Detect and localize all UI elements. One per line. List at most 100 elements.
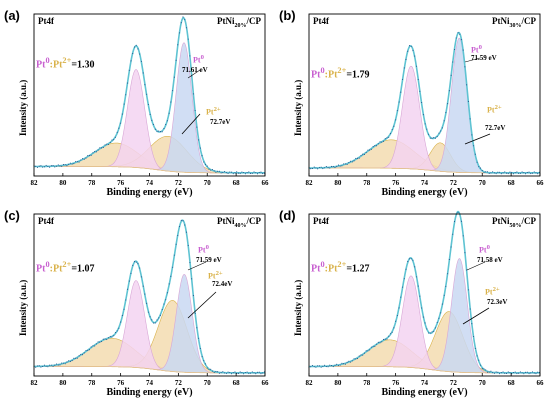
pt0-leader-line <box>464 57 481 63</box>
y-axis-label: Intensity (a.u.) <box>293 279 303 336</box>
data-point <box>453 49 456 51</box>
data-point <box>151 319 153 321</box>
data-point <box>38 165 40 167</box>
data-point <box>464 252 466 254</box>
data-point <box>382 338 385 340</box>
data-point <box>132 53 134 55</box>
ratio-pt2-sup: 2+ <box>337 260 347 269</box>
x-tick-label: 80 <box>59 379 67 387</box>
x-tick-label: 74 <box>421 179 429 187</box>
data-point <box>80 353 82 355</box>
x-axis-label: Binding energy (eV) <box>381 387 468 398</box>
x-tick-label: 76 <box>117 379 125 387</box>
data-point <box>224 170 226 173</box>
data-point <box>222 371 224 373</box>
data-point <box>133 46 136 48</box>
data-point <box>199 147 201 149</box>
data-point <box>372 345 374 347</box>
data-point <box>184 19 186 21</box>
data-point <box>469 118 471 120</box>
data-point <box>497 171 499 173</box>
data-point <box>57 164 59 166</box>
data-point <box>526 171 528 174</box>
data-point <box>147 311 149 313</box>
data-point <box>185 231 188 233</box>
data-point <box>161 131 163 133</box>
data-point <box>393 125 395 127</box>
data-point <box>49 364 51 366</box>
data-point <box>379 342 381 344</box>
data-point <box>412 259 414 261</box>
data-point <box>481 368 483 370</box>
data-point <box>211 168 213 171</box>
pt2-leader-line <box>181 113 201 135</box>
data-point <box>175 59 177 61</box>
data-point <box>101 341 103 343</box>
data-point <box>172 266 174 268</box>
data-point <box>356 358 359 360</box>
data-point <box>107 143 110 146</box>
ratio-pt2-sup: 2+ <box>62 56 72 65</box>
data-point <box>248 373 250 375</box>
data-point <box>225 372 227 375</box>
data-point <box>512 173 514 175</box>
pt0-sup: 0 <box>205 244 209 251</box>
data-point <box>533 171 535 173</box>
data-point <box>159 314 162 316</box>
data-point <box>363 153 365 156</box>
pt2-sup: 2+ <box>215 270 223 277</box>
data-point <box>215 370 217 372</box>
data-point <box>192 93 194 95</box>
ratio-label: Pt0:Pt2+=1.30 <box>36 56 95 70</box>
data-point <box>500 372 502 374</box>
data-point <box>533 372 535 374</box>
data-point <box>170 101 172 103</box>
data-point <box>130 272 132 274</box>
data-point <box>152 123 155 126</box>
data-point <box>504 372 506 374</box>
ratio-label: Pt0:Pt2+=1.07 <box>36 260 95 274</box>
data-point <box>172 90 174 92</box>
data-point <box>372 146 374 148</box>
data-point <box>521 171 523 173</box>
data-point <box>66 361 68 363</box>
data-point <box>218 372 220 374</box>
data-point <box>71 163 73 165</box>
sample-main: PtNi <box>492 16 510 26</box>
data-point <box>525 173 527 175</box>
pt0-energy-label: 71.59 eV <box>196 256 222 264</box>
data-point <box>127 82 129 84</box>
data-point <box>55 165 58 167</box>
data-point <box>499 171 501 173</box>
data-point <box>168 112 170 114</box>
x-tick-label: 74 <box>146 179 154 187</box>
data-point <box>260 171 262 173</box>
data-point <box>139 267 141 269</box>
pt0-label: Pt <box>193 55 201 65</box>
data-point <box>149 113 151 116</box>
data-point <box>408 258 411 260</box>
x-tick-label: 66 <box>262 379 270 387</box>
data-point <box>445 111 447 114</box>
data-point <box>485 171 487 173</box>
data-point <box>391 129 393 131</box>
data-point <box>396 314 398 317</box>
data-point <box>224 372 226 374</box>
data-point <box>403 278 405 280</box>
data-point <box>474 347 476 349</box>
data-point <box>474 153 476 155</box>
data-point <box>156 131 158 133</box>
data-point <box>355 157 357 160</box>
data-point <box>429 137 431 139</box>
pt0-leader-line <box>187 261 207 271</box>
data-point <box>144 293 146 295</box>
data-point <box>241 372 243 374</box>
data-point <box>360 155 362 157</box>
data-point <box>426 128 428 130</box>
x-tick-label: 74 <box>421 379 429 387</box>
data-point <box>523 373 525 375</box>
panel-title: Pt4f <box>38 16 54 26</box>
x-tick-label: 66 <box>262 179 270 187</box>
data-point <box>483 172 485 174</box>
data-point <box>133 260 136 263</box>
